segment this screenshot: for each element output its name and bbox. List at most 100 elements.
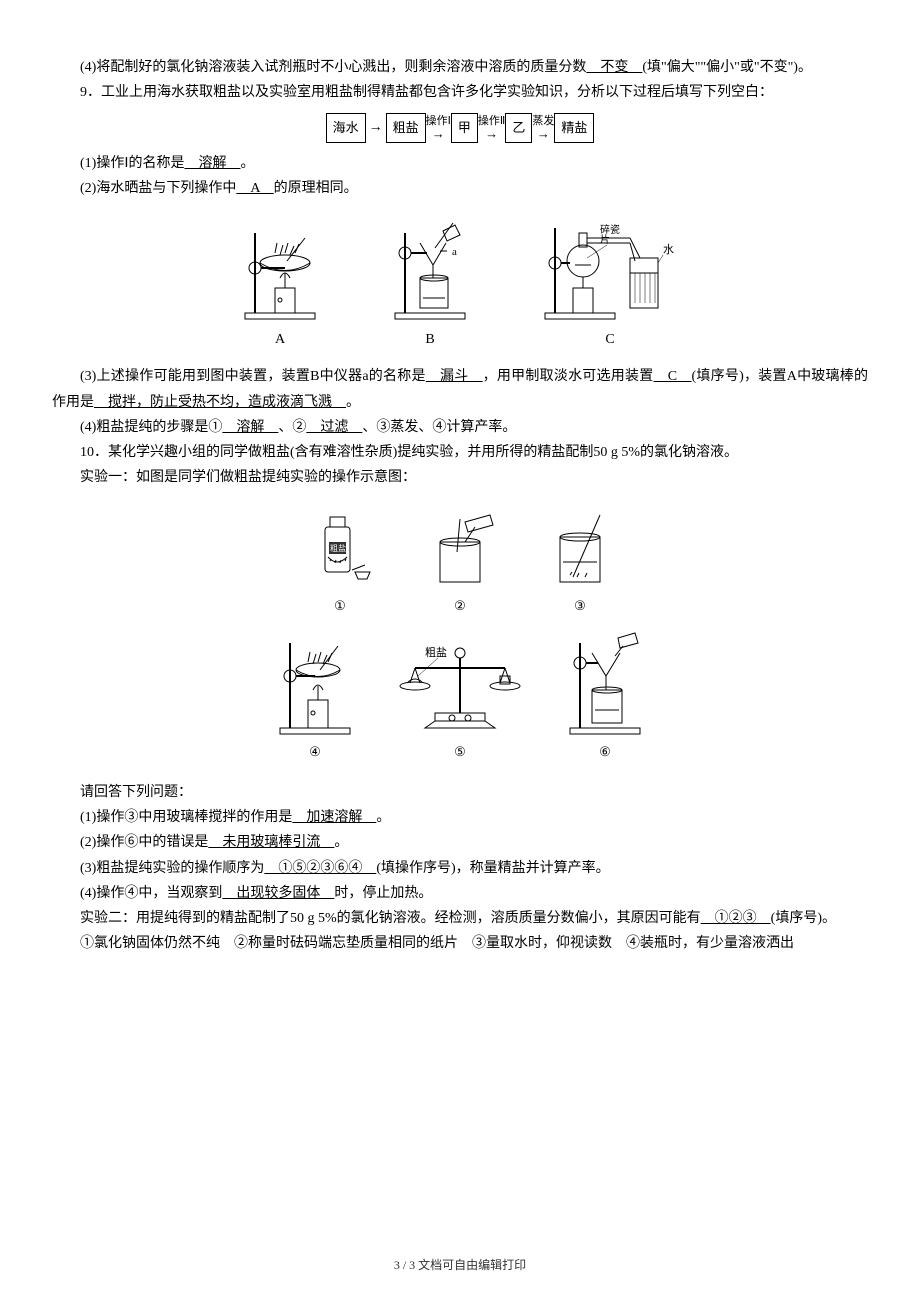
text: (3)粗盐提纯实验的操作顺序为 [80,861,264,876]
q8-4: (4)将配制好的氯化钠溶液装入试剂瓶时不小心溅出，则剩余溶液中溶质的质量分数 不… [52,55,868,80]
label: C [605,327,614,352]
balance-icon: 粗盐 [390,628,530,738]
text: (2)海水晒盐与下列操作中 [80,181,236,196]
diagram-6: ⑥ [560,628,650,763]
diagram-5: 粗盐 ⑤ [390,628,530,763]
q9-2: (2)海水晒盐与下列操作中 A 的原理相同。 [52,176,868,201]
q10-3: (3)粗盐提纯实验的操作顺序为 ①⑤②③⑥④ (填操作序号)，称量精盐并计算产率… [52,856,868,881]
text: 实验二：用提纯得到的精盐配制了50 g 5%的氯化钠溶液。经检测，溶质质量分数偏… [80,911,701,926]
label: B [425,327,434,352]
bottle-icon: 粗盐 [295,507,385,592]
apparatus-b: a B [385,213,475,352]
text: (4)将配制好的氯化钠溶液装入试剂瓶时不小心溅出，则剩余溶液中溶质的质量分数 [80,60,586,75]
label: ① [334,594,346,617]
q10-2: (2)操作⑥中的错误是 未用玻璃棒引流 。 [52,830,868,855]
q10-options: ①氯化钠固体仍然不纯 ②称量时砝码端忘垫质量相同的纸片 ③量取水时，仰视读数 ④… [52,931,868,956]
arrow-icon: → [369,115,383,140]
q10-exp2: 实验二：用提纯得到的精盐配制了50 g 5%的氯化钠溶液。经检测，溶质质量分数偏… [52,906,868,931]
text: (2)操作⑥中的错误是 [80,835,208,850]
text: 。 [334,835,348,850]
label-cu2: 粗盐 [425,646,447,659]
filtration-icon: a [385,213,475,323]
flow-box: 乙 [505,113,532,142]
answer: 搅拌，防止受热不均，造成液滴飞溅 [94,395,346,410]
answer: 过滤 [306,420,362,435]
label: ⑥ [599,740,611,763]
answer: 漏斗 [426,369,483,384]
document-body: (4)将配制好的氯化钠溶液装入试剂瓶时不小心溅出，则剩余溶液中溶质的质量分数 不… [52,55,868,956]
text: (3)上述操作可能用到图中装置，装置B中仪器a的名称是 [80,369,426,384]
answer: A [236,181,273,196]
label: A [275,327,285,352]
diagram-3: ③ [535,507,625,617]
label: ③ [574,594,586,617]
page-footer: 3 / 3 文档可自由编辑打印 [0,1255,920,1277]
q10-exp1: 实验一：如图是同学们做粗盐提纯实验的操作示意图： [52,465,868,490]
operation-diagrams: 粗盐 ① ② [52,502,868,768]
text: 、② [278,420,306,435]
q9-4: (4)粗盐提纯的步骤是① 溶解 、② 过滤 、③蒸发、④计算产率。 [52,415,868,440]
beaker-pour-icon [415,507,505,592]
answer: 不变 [586,60,642,75]
q9-1: (1)操作Ⅰ的名称是 溶解 。 [52,151,868,176]
apparatus-diagrams: A a B [52,213,868,352]
flow-box: 甲 [451,113,478,142]
text: (1)操作③中用玻璃棒搅拌的作用是 [80,810,292,825]
q10-qa: 请回答下列问题： [52,780,868,805]
flow-box: 海水 [326,113,366,142]
filter-icon [560,628,650,738]
text: (填操作序号)，称量精盐并计算产率。 [376,861,609,876]
answer: 出现较多固体 [222,886,334,901]
flow-box: 精盐 [554,113,594,142]
text: 、③蒸发、④计算产率。 [362,420,516,435]
flowchart: 海水 → 粗盐 操作Ⅰ → 甲 操作Ⅱ → 乙 蒸发 → 精盐 [52,113,868,142]
arrow-icon: → [537,127,550,140]
labeled-arrow: 操作Ⅱ → [478,116,505,140]
answer: 溶解 [222,420,278,435]
evaporate-icon [270,628,360,738]
text: (1)操作Ⅰ的名称是 [80,156,184,171]
evaporation-icon [235,213,325,323]
text: 。 [240,156,254,171]
answer: 溶解 [184,156,240,171]
label: ② [454,594,466,617]
text: 的原理相同。 [274,181,358,196]
label-water: 水 [663,243,674,256]
q10-1: (1)操作③中用玻璃棒搅拌的作用是 加速溶解 。 [52,805,868,830]
text: 时，停止加热。 [334,886,432,901]
text: (4)粗盐提纯的步骤是① [80,420,222,435]
q10-intro: 10．某化学兴趣小组的同学做粗盐(含有难溶性杂质)提纯实验，并用所得的精盐配制5… [52,440,868,465]
arrow-icon: → [432,127,445,140]
label-cu: 粗盐 [330,543,346,553]
apparatus-a: A [235,213,325,352]
label: ④ [309,740,321,763]
stir-icon [535,507,625,592]
answer: 加速溶解 [292,810,376,825]
label: ⑤ [454,740,466,763]
answer: 未用玻璃棒引流 [208,835,334,850]
diagram-4: ④ [270,628,360,763]
text: (填序号)。 [771,911,836,926]
diagram-row-1: 粗盐 ① ② [295,507,625,617]
diagram-row-2: ④ 粗盐 [270,628,650,763]
labeled-arrow: 操作Ⅰ → [426,116,451,140]
diagram-2: ② [415,507,505,617]
label-pian: 片 [600,233,610,246]
arrow-icon: → [485,127,498,140]
text: (填"偏大""偏小"或"不变")。 [642,60,812,75]
text: 。 [376,810,390,825]
distillation-icon: 碎瓷 片 水 [535,213,685,323]
flow-box: 粗盐 [386,113,426,142]
label-a: a [452,246,457,258]
text: (4)操作④中，当观察到 [80,886,222,901]
labeled-arrow: 蒸发 → [532,116,554,140]
q9-intro: 9．工业上用海水获取粗盐以及实验室用粗盐制得精盐都包含许多化学实验知识，分析以下… [52,80,868,105]
text: 。 [346,395,360,410]
answer: C [653,369,691,384]
apparatus-c: 碎瓷 片 水 C [535,213,685,352]
text: ，用甲制取淡水可选用装置 [483,369,654,384]
q9-3: (3)上述操作可能用到图中装置，装置B中仪器a的名称是 漏斗 ，用甲制取淡水可选… [52,364,868,414]
q10-4: (4)操作④中，当观察到 出现较多固体 时，停止加热。 [52,881,868,906]
diagram-1: 粗盐 ① [295,507,385,617]
answer: ①⑤②③⑥④ [264,861,376,876]
